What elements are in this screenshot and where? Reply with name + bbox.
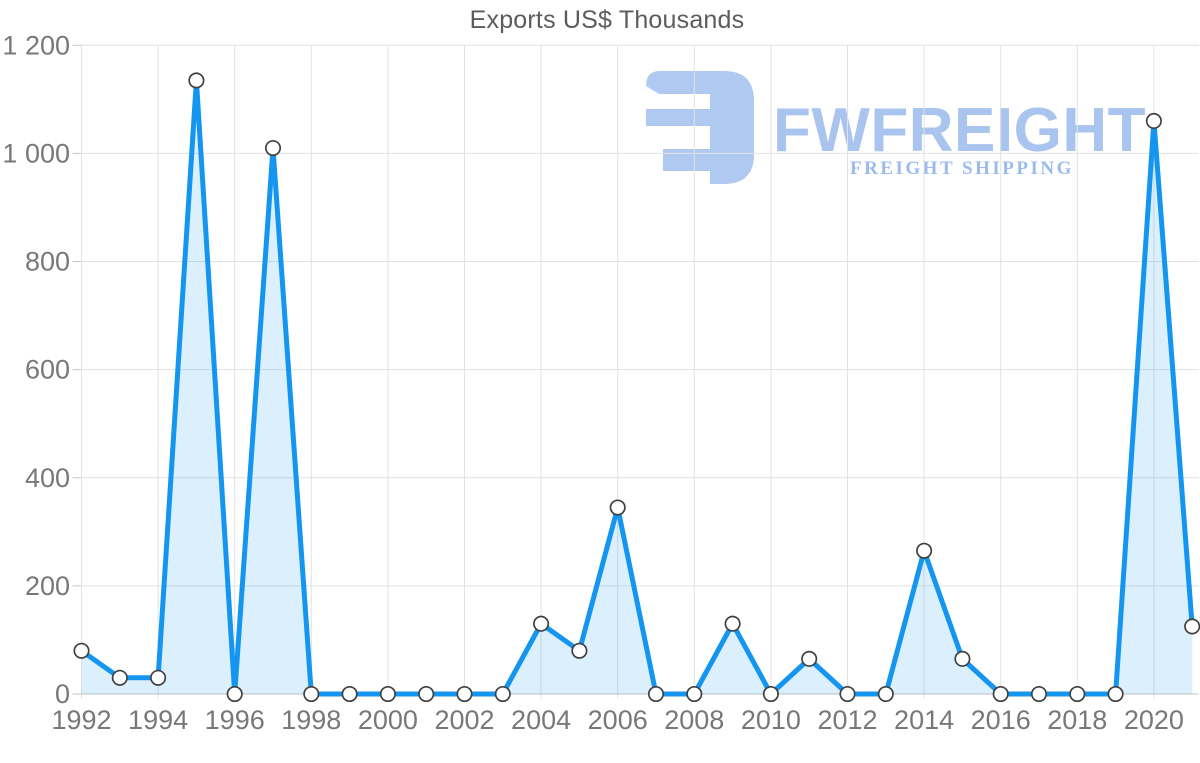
x-axis-label-1992: 1992 bbox=[51, 705, 111, 735]
x-axis-label-2006: 2006 bbox=[588, 705, 648, 735]
y-axis-label-600: 600 bbox=[25, 355, 70, 385]
data-point-2014[interactable] bbox=[916, 542, 933, 559]
data-point-2005[interactable] bbox=[571, 642, 588, 659]
x-axis-label-1996: 1996 bbox=[205, 705, 265, 735]
data-point-1995[interactable] bbox=[188, 72, 205, 89]
y-axis-label-1200: 1 200 bbox=[2, 30, 70, 60]
x-axis-label-2018: 2018 bbox=[1047, 705, 1107, 735]
x-axis-label-2008: 2008 bbox=[664, 705, 724, 735]
y-axis-label-1000: 1 000 bbox=[2, 138, 70, 168]
x-axis-label-2000: 2000 bbox=[358, 705, 418, 735]
x-axis-label-2002: 2002 bbox=[434, 705, 494, 735]
fwfreight-logo-icon bbox=[646, 71, 754, 184]
data-point-2006[interactable] bbox=[609, 499, 626, 516]
logo-tagline-text: FREIGHT SHIPPING bbox=[850, 158, 1074, 179]
data-point-2017[interactable] bbox=[1030, 685, 1048, 703]
x-axis-label-2016: 2016 bbox=[971, 705, 1031, 735]
data-point-1992[interactable] bbox=[73, 642, 90, 659]
data-point-2004[interactable] bbox=[533, 615, 550, 632]
data-point-1993[interactable] bbox=[111, 669, 128, 686]
x-axis-label-2014: 2014 bbox=[894, 705, 954, 735]
x-axis-label-1994: 1994 bbox=[128, 705, 188, 735]
x-axis-label-2020: 2020 bbox=[1124, 705, 1184, 735]
data-point-2018[interactable] bbox=[1069, 685, 1086, 703]
data-point-2015[interactable] bbox=[954, 650, 971, 667]
data-point-1998[interactable] bbox=[303, 685, 320, 703]
y-axis-label-200: 200 bbox=[25, 571, 70, 601]
data-point-2021[interactable] bbox=[1184, 618, 1200, 635]
chart-title: Exports US$ Thousands bbox=[469, 6, 745, 34]
data-point-2016[interactable] bbox=[992, 685, 1009, 703]
data-point-2000[interactable] bbox=[379, 685, 396, 703]
y-axis-label-800: 800 bbox=[25, 247, 70, 277]
data-point-2013[interactable] bbox=[877, 685, 894, 703]
data-point-2010[interactable] bbox=[762, 685, 779, 703]
data-point-2007[interactable] bbox=[647, 685, 665, 703]
data-point-2003[interactable] bbox=[494, 685, 511, 703]
x-axis-label-2004: 2004 bbox=[511, 705, 571, 735]
x-axis-label-2012: 2012 bbox=[817, 705, 877, 735]
y-axis-label-400: 400 bbox=[25, 463, 70, 493]
data-point-2019[interactable] bbox=[1107, 685, 1124, 703]
y-axis-label-0: 0 bbox=[55, 679, 70, 709]
data-point-2012[interactable] bbox=[839, 685, 856, 703]
data-point-2011[interactable] bbox=[801, 650, 818, 667]
logo-icon-shape bbox=[646, 71, 754, 184]
data-point-2002[interactable] bbox=[456, 685, 473, 703]
data-point-1997[interactable] bbox=[264, 139, 282, 157]
x-axis-label-2010: 2010 bbox=[741, 705, 801, 735]
logo-name-text: FWFREIGHT bbox=[773, 96, 1146, 165]
data-point-2001[interactable] bbox=[418, 685, 435, 703]
x-axis-label-1998: 1998 bbox=[281, 705, 341, 735]
data-point-1999[interactable] bbox=[341, 685, 358, 703]
data-point-2009[interactable] bbox=[724, 615, 741, 632]
data-point-1994[interactable] bbox=[150, 669, 167, 686]
data-point-1996[interactable] bbox=[226, 685, 243, 703]
data-point-2008[interactable] bbox=[686, 685, 703, 703]
data-point-2020[interactable] bbox=[1145, 112, 1162, 130]
